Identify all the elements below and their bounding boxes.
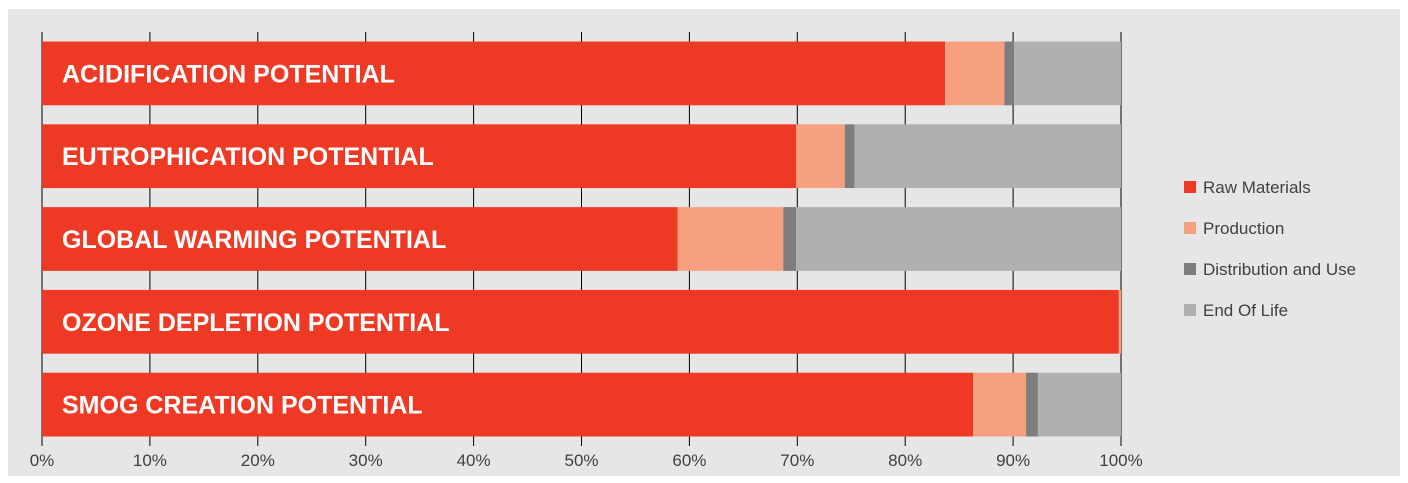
category-labels: ACIDIFICATION POTENTIAL EUTROPHICATION PO… — [62, 60, 450, 419]
legend-item-distribution-and-use: Distribution and Use — [1184, 260, 1356, 279]
stacked-bar-chart: ACIDIFICATION POTENTIAL EUTROPHICATION PO… — [30, 32, 1356, 470]
category-label: GLOBAL WARMING POTENTIAL — [62, 226, 446, 254]
bar-segment-raw-materials — [42, 124, 797, 189]
x-tick-label: 0% — [30, 451, 55, 470]
legend-item-raw-materials: Raw Materials — [1184, 178, 1311, 197]
x-tick-label: 20% — [241, 451, 275, 470]
x-tick-label: 100% — [1099, 451, 1142, 470]
bar-segment-distribution-and-use — [1026, 372, 1038, 437]
chart-card: ACIDIFICATION POTENTIAL EUTROPHICATION PO… — [8, 9, 1400, 476]
x-tick-label: 60% — [672, 451, 706, 470]
bar-segment-raw-materials — [42, 289, 1119, 354]
category-label: EUTROPHICATION POTENTIAL — [62, 143, 434, 171]
x-tick-label: 70% — [780, 451, 814, 470]
legend-swatch — [1184, 263, 1196, 275]
x-axis-ticks: 0% 10% 20% 30% 40% 50% 60% 70% 80% 90% 100% — [30, 451, 1143, 470]
bar-segment-production — [973, 372, 1027, 437]
legend-label: Production — [1203, 219, 1284, 238]
bar-segment-raw-materials — [42, 207, 678, 271]
x-tick-label: 50% — [564, 451, 598, 470]
category-label: ACIDIFICATION POTENTIAL — [62, 60, 395, 88]
bar-segment-end-of-life — [796, 207, 1121, 271]
legend-label: Distribution and Use — [1203, 260, 1356, 279]
bar-segment-production — [945, 41, 1005, 106]
legend-item-production: Production — [1184, 219, 1284, 238]
x-tick-label: 30% — [349, 451, 383, 470]
legend-label: Raw Materials — [1203, 178, 1311, 197]
legend-item-end-of-life: End Of Life — [1184, 301, 1288, 320]
bar-segment-production — [1118, 289, 1121, 354]
legend-swatch — [1184, 222, 1196, 234]
legend-swatch — [1184, 304, 1196, 316]
x-tick-label: 80% — [888, 451, 922, 470]
legend: Raw Materials Production Distribution and … — [1184, 178, 1356, 320]
x-tick-label: 10% — [133, 451, 167, 470]
bars — [42, 41, 1121, 437]
legend-label: End Of Life — [1203, 301, 1288, 320]
bar-segment-production — [677, 207, 784, 271]
x-tick-label: 40% — [457, 451, 491, 470]
category-label: SMOG CREATION POTENTIAL — [62, 392, 423, 420]
bar-segment-production — [796, 124, 845, 189]
legend-swatch — [1184, 181, 1196, 193]
bar-segment-distribution-and-use — [844, 124, 855, 189]
bar-segment-end-of-life — [854, 124, 1121, 189]
category-label: OZONE DEPLETION POTENTIAL — [62, 309, 450, 337]
bar-segment-end-of-life — [1037, 372, 1121, 437]
bar-segment-end-of-life — [1014, 41, 1121, 106]
bar-segment-distribution-and-use — [783, 207, 797, 271]
bar-segment-raw-materials — [42, 372, 974, 437]
bar-segment-raw-materials — [42, 41, 946, 106]
bar-segment-distribution-and-use — [1004, 41, 1015, 106]
x-tick-label: 90% — [996, 451, 1030, 470]
